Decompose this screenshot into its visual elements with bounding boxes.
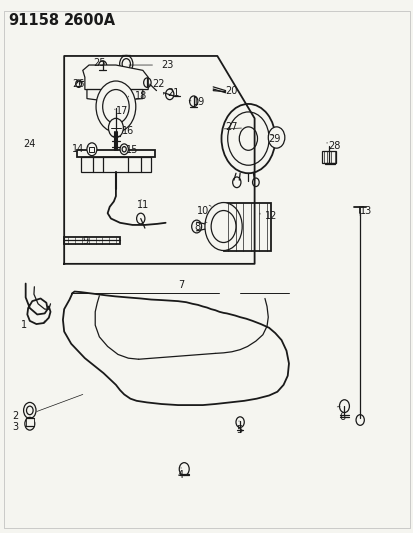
Bar (223, 203, 271, 251)
Text: 27: 27 (225, 122, 237, 132)
Text: 22: 22 (152, 79, 164, 89)
Text: 10: 10 (196, 206, 209, 215)
Text: 14: 14 (72, 144, 85, 154)
Text: 19: 19 (192, 98, 204, 107)
Text: 29: 29 (268, 134, 280, 143)
Text: 28: 28 (327, 141, 339, 151)
Circle shape (25, 417, 35, 430)
Circle shape (235, 417, 244, 427)
Text: 1: 1 (21, 320, 27, 330)
Circle shape (221, 104, 275, 173)
Polygon shape (87, 90, 142, 101)
Circle shape (268, 127, 284, 148)
Text: 2: 2 (12, 411, 19, 421)
Circle shape (24, 402, 36, 418)
Circle shape (232, 177, 240, 188)
Polygon shape (83, 65, 148, 90)
Circle shape (252, 178, 259, 187)
Text: 21: 21 (167, 88, 180, 98)
Text: 12: 12 (264, 211, 277, 221)
Text: 20: 20 (225, 86, 237, 95)
Text: 7: 7 (178, 280, 184, 290)
Text: 91158: 91158 (8, 13, 59, 28)
Circle shape (119, 55, 133, 72)
Polygon shape (89, 147, 94, 152)
Text: 15: 15 (126, 146, 138, 155)
Text: 18: 18 (134, 91, 147, 101)
Polygon shape (64, 237, 120, 244)
Text: 25: 25 (93, 58, 105, 68)
Text: 23: 23 (161, 60, 173, 70)
Text: 24: 24 (23, 139, 35, 149)
Circle shape (204, 203, 242, 251)
Circle shape (179, 463, 189, 475)
Text: 9: 9 (83, 236, 89, 246)
Text: 13: 13 (359, 206, 372, 215)
Circle shape (120, 144, 128, 155)
Polygon shape (26, 418, 34, 426)
Text: 16: 16 (122, 126, 134, 135)
Circle shape (136, 213, 145, 224)
Circle shape (87, 143, 97, 156)
Text: 3: 3 (12, 423, 19, 432)
Text: 2600A: 2600A (64, 13, 116, 28)
Text: 17: 17 (116, 106, 128, 116)
Circle shape (191, 220, 201, 233)
Circle shape (189, 96, 197, 107)
Text: 11: 11 (136, 200, 149, 210)
Circle shape (355, 415, 363, 425)
Circle shape (108, 118, 123, 138)
Polygon shape (81, 157, 151, 172)
Circle shape (339, 400, 349, 413)
Text: 6: 6 (339, 412, 345, 422)
Text: 26: 26 (72, 79, 85, 88)
Text: 5: 5 (235, 425, 242, 435)
Text: 4: 4 (178, 471, 184, 480)
Circle shape (239, 127, 257, 150)
Polygon shape (76, 150, 155, 157)
Text: 8: 8 (194, 222, 200, 231)
Bar (321, 151, 335, 163)
Circle shape (96, 81, 135, 132)
Circle shape (165, 89, 173, 100)
